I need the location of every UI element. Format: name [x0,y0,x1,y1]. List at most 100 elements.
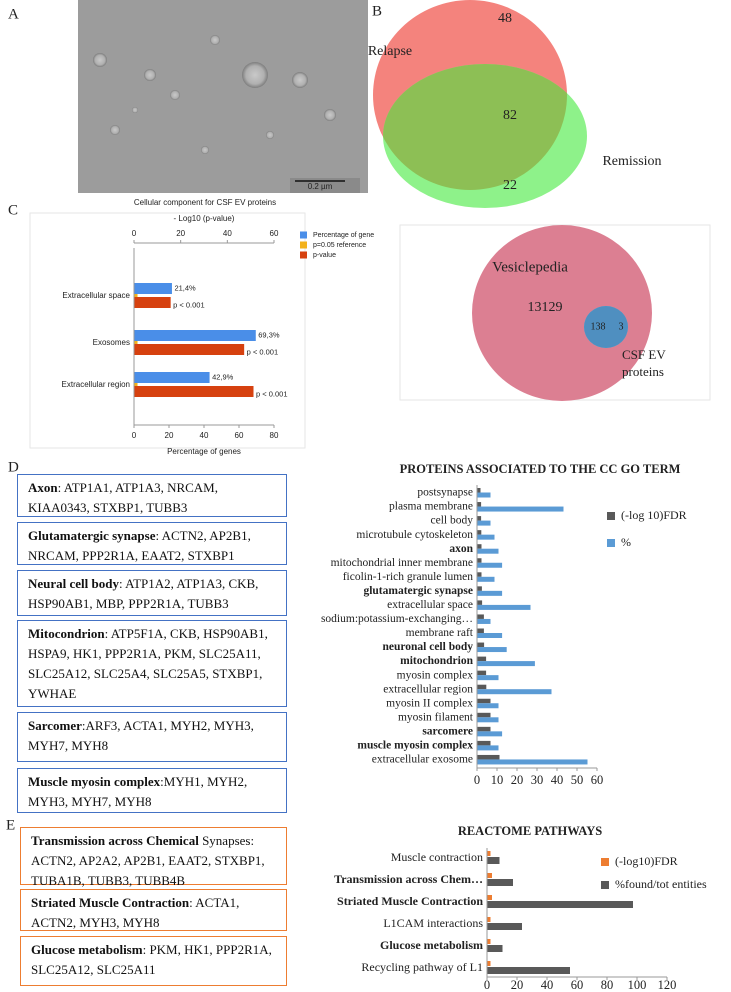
category-label: Extracellular region [62,380,130,389]
bar [477,586,482,591]
bar [134,283,172,294]
term-genes: : ATP5F1A, CKB, HSP90AB1, HSPA9, HK1, PP… [28,626,268,701]
panel-frame [29,212,306,449]
bar [477,731,503,737]
bar [477,656,487,662]
term-genes: : ATP1A2, ATP1A3, CKB, HSP90AB1, MBP, PP… [28,576,259,611]
legend-swatch [300,231,307,239]
data-label: p < 0.001 [256,389,288,398]
x-tick-label: 10 [491,773,504,787]
bar [477,492,491,498]
vesicle [242,62,268,88]
category-label: extracellular region [383,683,473,695]
category-label: muscle myosin complex [357,740,473,752]
category-label: extracellular space [387,599,473,611]
bar [477,520,491,526]
bar [134,383,138,386]
venn-set-label: Relapse [368,44,412,59]
category-label: Striated Muscle Contraction [337,894,483,908]
venn-count: 22 [503,178,517,193]
x2-tick-label: 20 [176,229,185,238]
bar [477,647,507,653]
bar [487,945,503,952]
bar [477,703,499,709]
bar [477,516,482,521]
term-genes: :ARF3, ACTA1, MYH2, MYH3, MYH7, MYH8 [28,718,254,753]
bar [477,689,552,695]
bar [477,759,588,765]
category-label: myosin filament [398,711,474,723]
vesicle [110,125,120,135]
bar [477,506,564,512]
category-label: Muscle contraction [391,850,483,864]
bar [487,895,492,900]
term-name: Transmission across Chemical [31,833,199,848]
category-label: plasma membrane [389,501,473,513]
x-tick-label: 20 [165,431,174,440]
x-tick-label: 40 [551,773,564,787]
bar [477,628,484,633]
category-label: extracellular exosome [372,754,473,766]
category-label: sarcomere [422,725,473,737]
bar [477,717,499,723]
bar [487,939,491,944]
category-label: myosin II complex [386,697,473,709]
chart-title: PROTEINS ASSOCIATED TO THE CC GO TERM [400,462,681,476]
category-label: glutamatergic synapse [363,585,473,597]
x2-axis-title: - Log10 (p-value) [174,214,235,223]
venn-count: 82 [503,108,517,123]
bar [487,961,491,966]
category-label: microtubule cytoskeleton [356,529,473,541]
bar [487,857,500,864]
x-tick-label: 60 [571,978,584,992]
legend-swatch [601,858,609,866]
category-label: postsynapse [417,487,473,499]
x-tick-label: 0 [132,431,137,440]
legend-swatch [607,539,615,547]
x-tick-label: 100 [628,978,647,992]
bar [477,548,499,554]
term-box: Mitocondrion: ATP5F1A, CKB, HSP90AB1, HS… [17,620,287,707]
term-box: Muscle myosin complex:MYH1, MYH2, MYH3, … [17,768,287,813]
legend-label: (-log 10)FDR [621,508,687,522]
category-label: Glucose metabolism [380,938,483,952]
panel-label: C [8,202,18,218]
legend-swatch [601,881,609,889]
vesicle [292,72,308,88]
legend-label: p-value [313,252,336,259]
vesicle [324,109,336,121]
bar [134,386,254,397]
vesicle [266,131,274,139]
x-tick-label: 0 [474,773,480,787]
term-box: Sarcomer:ARF3, ACTA1, MYH2, MYH3, MYH7, … [17,712,287,762]
category-label: ficolin-1-rich granule lumen [343,571,474,583]
bar [134,297,171,308]
category-label: myosin complex [397,669,474,681]
category-label: Recycling pathway of L1 [361,960,483,974]
bar [477,642,485,648]
x-tick-label: 60 [591,773,604,787]
term-genes: : PKM, HK1, PPP2R1A, SLC25A12, SLC25A11 [31,942,272,977]
vesicle [210,35,220,45]
bar [134,294,138,297]
bar [487,967,570,974]
data-label: 42,9% [212,372,234,381]
x-tick-label: 50 [571,773,584,787]
data-label: p < 0.001 [173,300,205,309]
term-box: Axon: ATP1A1, ATP1A3, NRCAM, KIAA0343, S… [17,474,287,517]
x2-tick-label: 40 [223,229,232,238]
bar [477,530,482,535]
x-tick-label: 120 [658,978,677,992]
legend-swatch [300,241,307,249]
venn-count: 48 [498,11,512,26]
bar [134,372,210,383]
term-box: Transmission across Chemical Synapses: A… [20,827,287,888]
venn-count: 3 [619,321,624,332]
category-label: L1CAM interactions [383,916,483,930]
bar [487,901,633,908]
category-label: mitochondrial inner membrane [331,557,473,569]
bar [477,740,491,746]
legend-label: Percentage of gene [313,232,374,239]
bar [477,754,500,760]
x-tick-label: 30 [531,773,544,787]
